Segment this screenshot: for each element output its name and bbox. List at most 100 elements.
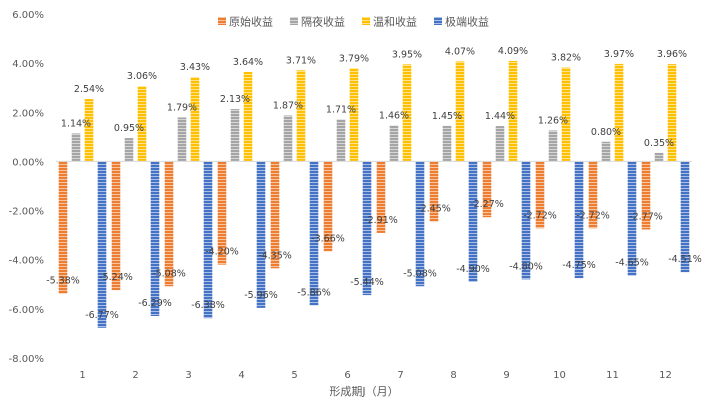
data-label: 3.79% [339,53,369,64]
data-label: -5.08% [403,268,437,279]
bar-1-5 [270,161,280,269]
data-label: -2.27% [470,199,504,210]
x-tick-label: 3 [185,370,191,381]
bar-3-10 [561,67,571,162]
data-label: 3.71% [286,55,316,66]
bar-3-5 [296,70,306,162]
bars-group [58,60,690,328]
y-tick-label: -6.00% [9,305,44,316]
data-label: -3.66% [311,233,345,244]
bar-1-9 [482,161,492,218]
data-label: -5.24% [99,272,133,283]
x-tick-label: 11 [606,370,619,381]
legend-swatch [434,17,442,25]
legend-swatch [290,17,298,25]
x-tick-label: 6 [344,370,350,381]
data-label: 2.13% [220,94,250,105]
x-tick-label: 12 [659,370,672,381]
data-label: -5.86% [297,287,331,298]
bar-4-5 [309,161,319,306]
data-label: 1.14% [61,118,91,129]
bar-3-4 [243,71,253,162]
bar-1-11 [588,161,598,229]
bar-2-2 [124,138,134,162]
bar-4-9 [521,161,531,280]
bar-2-7 [389,125,399,162]
x-tick-label: 4 [238,370,244,381]
bar-1-6 [323,161,333,252]
legend-label: 极端收益 [445,15,489,29]
bar-2-9 [495,126,505,162]
data-label: -4.90% [456,264,490,275]
bar-3-9 [508,60,518,162]
data-label: 1.71% [326,104,356,115]
data-label: -4.51% [668,254,702,265]
data-label: 3.97% [604,49,634,60]
x-tick-label: 2 [132,370,138,381]
data-label: -6.38% [191,300,225,311]
data-label: -5.96% [244,290,278,301]
data-label: -5.44% [350,277,384,288]
bar-2-1 [71,133,81,162]
bar-3-2 [137,86,147,162]
data-label: 3.82% [551,53,581,64]
bar-1-1 [58,161,68,294]
x-tick-label: 5 [291,370,297,381]
bar-4-8 [468,161,478,282]
data-label: 4.09% [498,46,528,57]
bar-3-6 [349,68,359,162]
data-label: -4.35% [258,250,292,261]
data-label: -2.77% [629,211,663,222]
data-label: 1.26% [538,115,568,126]
bar-2-3 [177,117,187,162]
data-label: 4.07% [445,46,475,57]
legend-item: 极端收益 [434,15,489,29]
data-label: -6.29% [138,298,172,309]
bar-3-1 [84,99,94,162]
x-tick-label: 9 [503,370,509,381]
data-label: -4.20% [205,247,239,258]
y-axis: -8.00% -6.00% -4.00% -2.00% 0.00% 2.00% 4.00% 6… [9,10,44,365]
legend: 原始收益 隔夜收益 温和收益 极端收益 [218,15,489,29]
legend-swatch [362,17,370,25]
data-label: 1.46% [379,111,409,122]
data-label: 3.06% [127,71,157,82]
data-label: -5.08% [152,268,186,279]
data-label: 3.64% [233,57,263,68]
y-tick-label: 6.00% [12,10,44,21]
bar-4-7 [415,161,425,287]
bar-1-8 [429,161,439,222]
bar-1-4 [217,161,227,265]
x-tick-label: 8 [450,370,456,381]
y-tick-label: -8.00% [9,354,44,365]
legend-item: 原始收益 [218,15,273,29]
data-label: -2.72% [576,210,610,221]
bar-1-3 [164,161,174,287]
bar-2-10 [548,130,558,162]
legend-label: 原始收益 [229,15,273,29]
data-label: 1.45% [432,111,462,122]
bar-3-8 [455,61,465,162]
bar-3-11 [614,63,624,162]
data-label: 1.87% [273,100,303,111]
bar-3-7 [402,64,412,162]
y-tick-label: -2.00% [9,207,44,218]
bar-4-12 [680,161,690,273]
bar-4-4 [256,161,266,308]
bar-2-8 [442,125,452,162]
y-tick-label: 4.00% [12,59,44,70]
bar-2-11 [601,141,611,162]
data-label: 3.95% [392,49,422,60]
bar-2-12 [654,152,664,162]
bar-2-6 [336,119,346,162]
bar-4-11 [627,161,637,276]
bar-3-12 [667,64,677,162]
data-labels-group: -5.38% 1.14% 2.54% -6.77% -5.24% 0.95% 3.06% -6… [46,46,702,321]
data-label: 3.96% [657,49,687,60]
data-label: -4.75% [562,260,596,271]
legend-item: 温和收益 [362,15,417,29]
bar-4-1 [97,161,107,328]
data-label: -2.72% [523,210,557,221]
data-label: -2.91% [364,215,398,226]
